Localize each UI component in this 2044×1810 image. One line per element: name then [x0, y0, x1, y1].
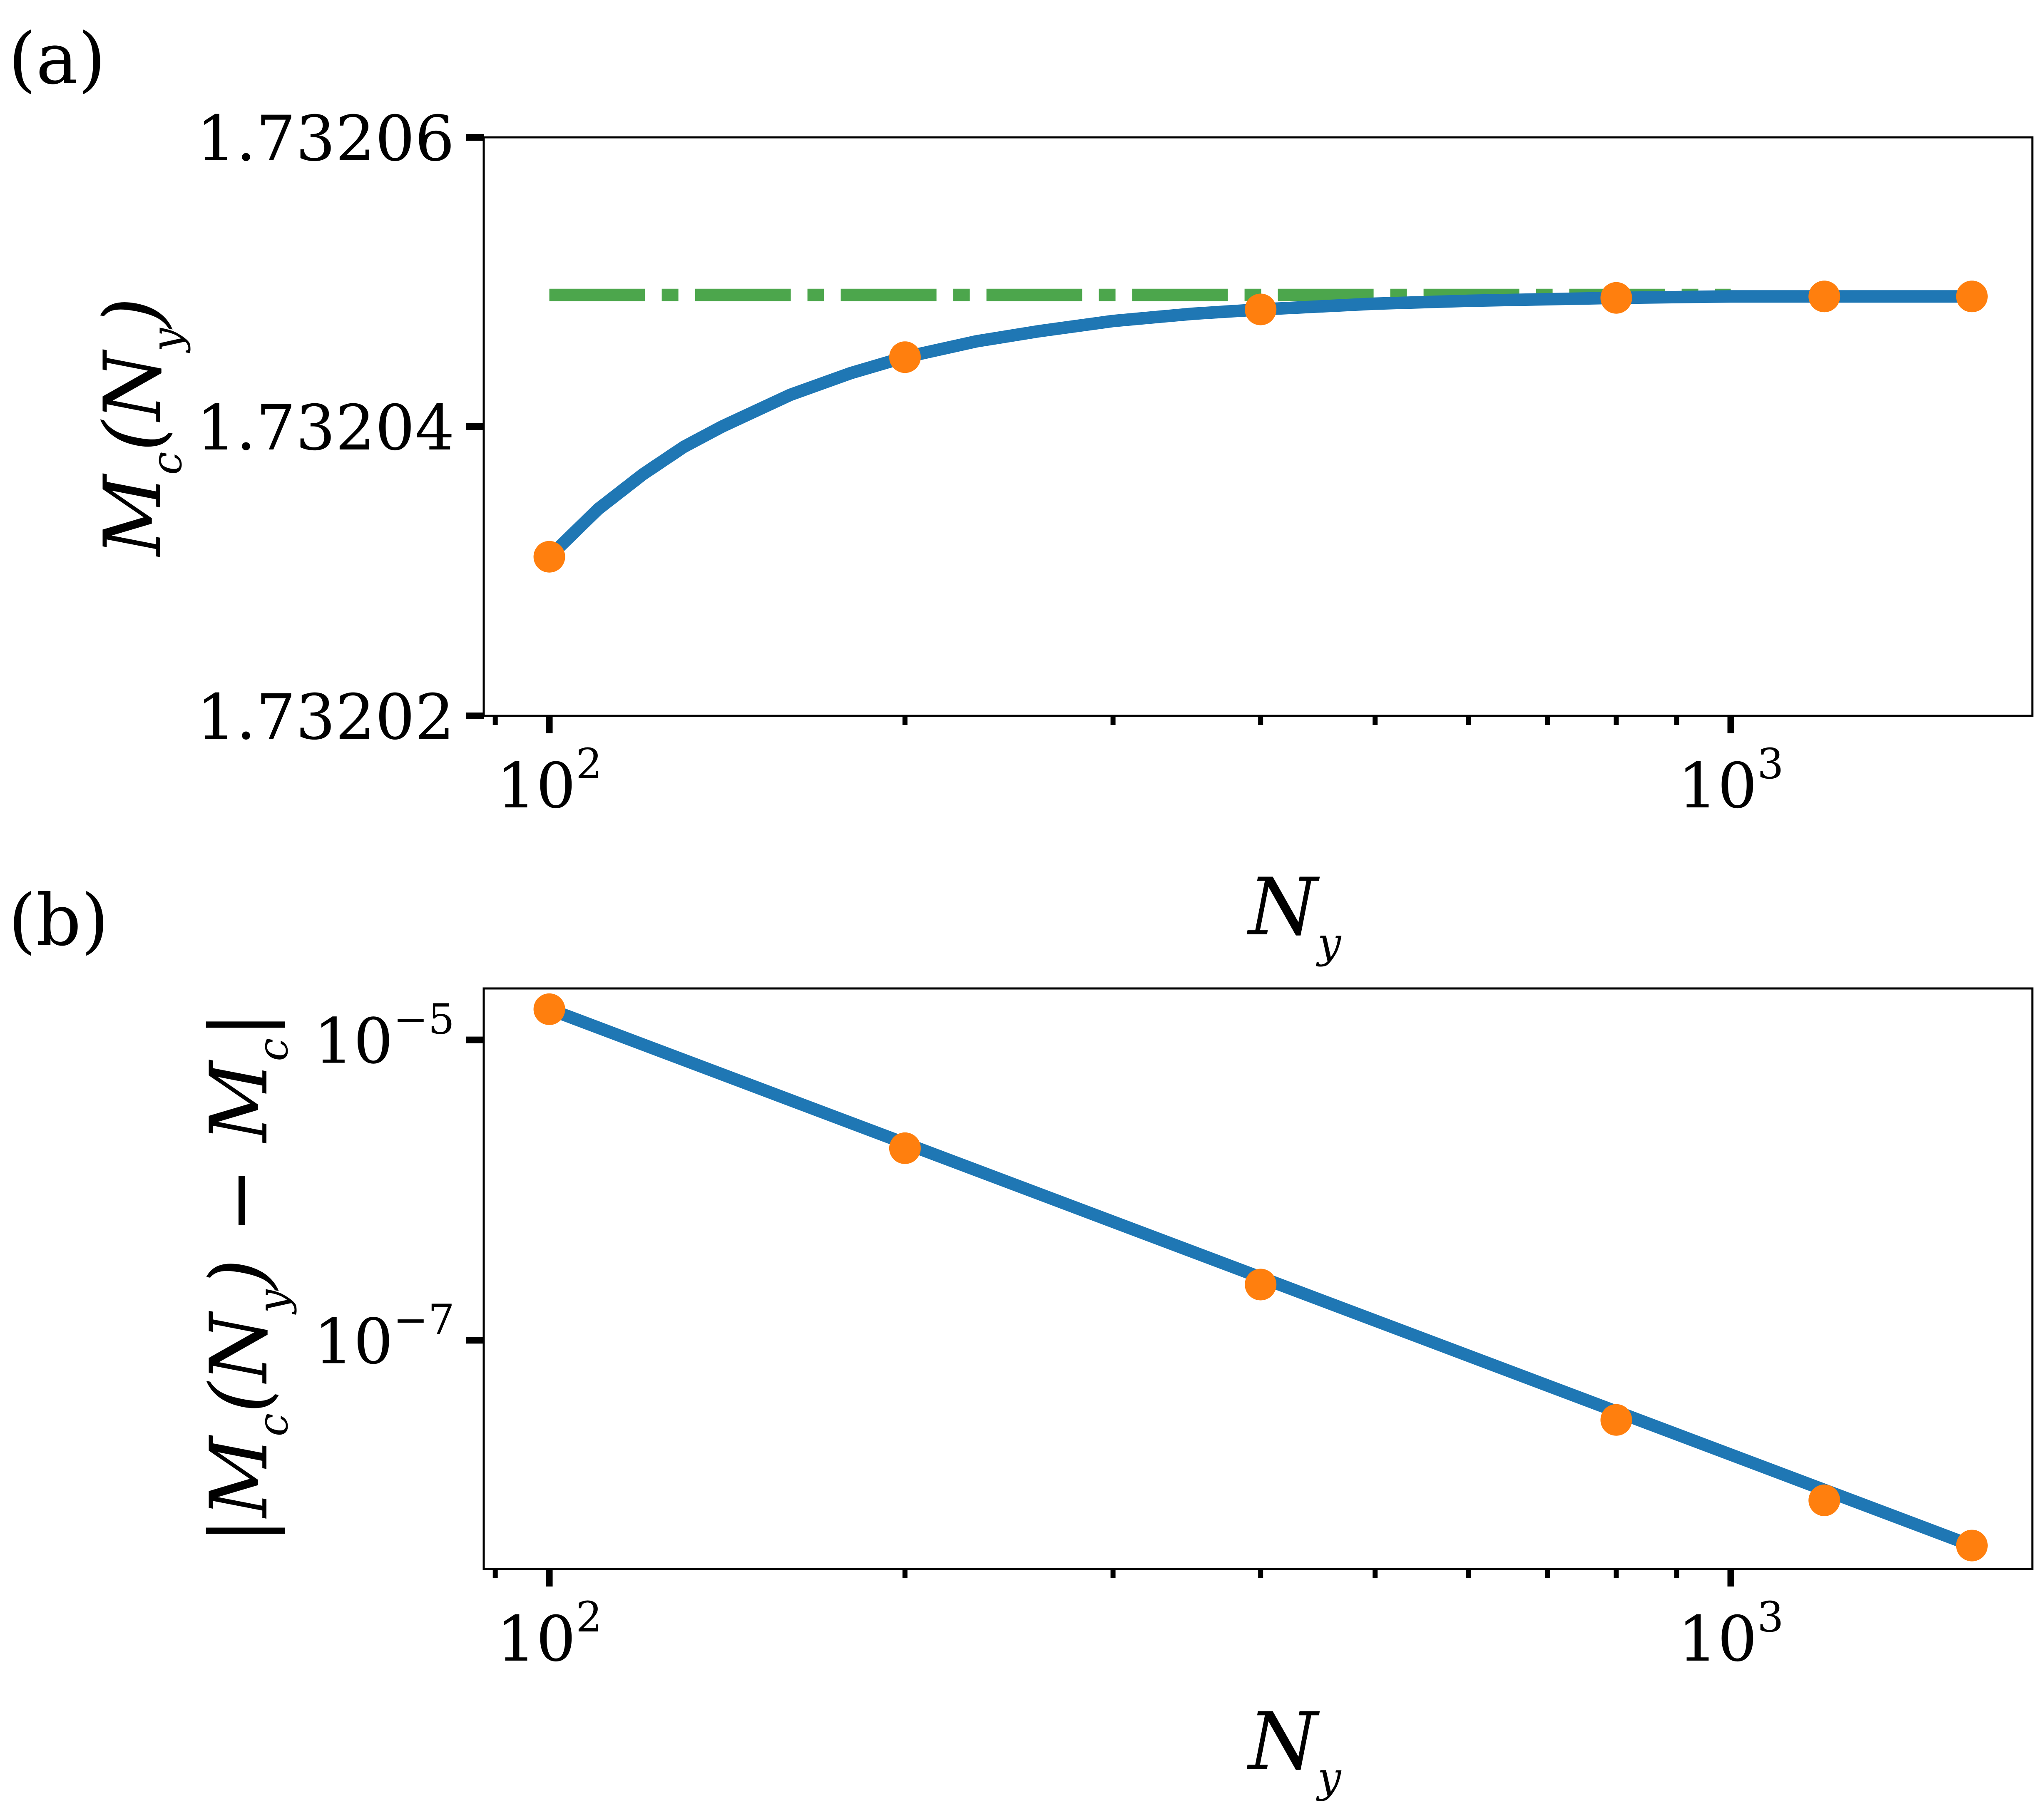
- data-point: [1956, 1529, 1988, 1562]
- y-tick-label: 1.73204: [196, 392, 455, 464]
- panel-b: (b) 102 103 10−5 10−7 |Mc(Ny) − Mc| Ny: [8, 879, 2034, 1802]
- series-a: [533, 281, 1988, 573]
- x-axis-title-b: Ny: [1247, 1696, 1342, 1802]
- x-tick-label: 102: [496, 740, 602, 822]
- y-tick-label: 10−5: [314, 995, 455, 1078]
- y-tick-label: 10−7: [314, 1295, 455, 1378]
- series-b: [533, 993, 1988, 1562]
- plot-area-b: [482, 987, 2034, 1570]
- panel-a: (a) 102 103 1.73202 1.73204 1.73206 Mc(Ny) N…: [8, 18, 2034, 967]
- data-point: [533, 541, 565, 573]
- data-point: [889, 341, 921, 373]
- y-tick-label: 1.73202: [196, 681, 455, 754]
- data-point: [1245, 293, 1277, 325]
- ticks-b: 102 103 10−5 10−7: [314, 995, 1784, 1676]
- ticks-a: 102 103 1.73202 1.73204 1.73206: [196, 103, 1784, 822]
- y-tick-label: 1.73206: [196, 103, 455, 175]
- fit-curve: [545, 290, 1972, 561]
- data-point: [889, 1132, 921, 1164]
- svg-text:Ny: Ny: [1247, 861, 1342, 967]
- svg-text:Mc(Ny): Mc(Ny): [87, 297, 191, 557]
- panel-label-a: (a): [8, 18, 106, 100]
- x-tick-label: 103: [1678, 740, 1784, 822]
- data-point: [1600, 282, 1632, 314]
- x-axis-title-a: Ny: [1247, 861, 1342, 967]
- x-tick-label: 102: [496, 1593, 602, 1676]
- y-axis-title-b: |Mc(Ny) − Mc|: [193, 1011, 297, 1544]
- x-tick-label: 103: [1678, 1593, 1784, 1676]
- panel-label-b: (b): [8, 879, 109, 962]
- data-point: [1808, 281, 1840, 313]
- data-point: [533, 993, 565, 1025]
- data-point: [1808, 1484, 1840, 1516]
- svg-text:Ny: Ny: [1247, 1696, 1342, 1802]
- data-point: [1600, 1404, 1632, 1436]
- svg-text:|Mc(Ny) − Mc|: |Mc(Ny) − Mc|: [193, 1011, 297, 1544]
- data-point: [1245, 1269, 1277, 1301]
- data-point: [1956, 281, 1988, 313]
- y-axis-title-a: Mc(Ny): [87, 297, 191, 557]
